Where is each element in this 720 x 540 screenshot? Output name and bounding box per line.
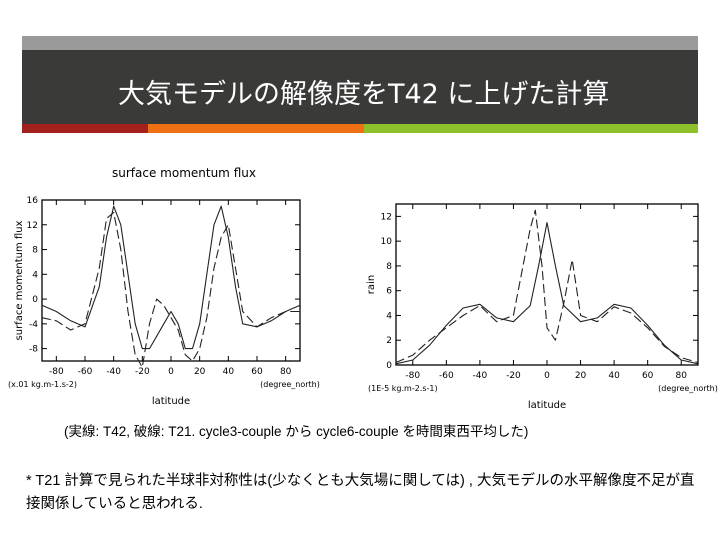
accent-stripe-red: [22, 124, 148, 133]
title-bar: [22, 50, 698, 124]
x-tick-label: 80: [675, 371, 687, 381]
y-axis-label: surface momentum flux: [14, 220, 25, 340]
figure-caption: (実線: T42, 破線: T21. cycle3-couple から cycl…: [64, 424, 529, 439]
x-tick-label: 40: [608, 371, 620, 381]
x-tick-label: 60: [251, 367, 263, 377]
solid-series-line: [395, 222, 699, 365]
chart-title: surface momentum flux: [112, 166, 256, 180]
dashed-series-line: [395, 209, 699, 364]
top-gray-bar: [22, 36, 698, 50]
y-tick-label: 12: [381, 212, 392, 222]
y-tick-label: 6: [386, 287, 392, 297]
dashed-series-line: [41, 211, 300, 368]
plot-frame: [41, 199, 301, 362]
x-tick-label: -60: [78, 367, 93, 377]
y-tick-label: 0: [32, 295, 38, 305]
x-tick-label: 40: [223, 367, 235, 377]
y-axis-unit: (x.01 kg.m-1.s-2): [8, 380, 77, 389]
slide-title: 大気モデルの解像度をT42 に上げた計算: [118, 79, 610, 110]
x-axis-unit: (degree_north): [658, 384, 718, 393]
plot-frame: [395, 203, 699, 366]
x-tick-label: -80: [405, 371, 420, 381]
x-tick-label: -20: [135, 367, 150, 377]
accent-stripe-green: [364, 124, 698, 133]
accent-stripe-orange: [148, 124, 364, 133]
x-tick-label: 0: [168, 367, 174, 377]
footnote: * T21 計算で見られた半球非対称性は(少なくとも大気場に関しては) , 大気…: [26, 473, 695, 512]
y-tick-label: 10: [381, 237, 393, 247]
x-tick-label: 0: [544, 371, 550, 381]
x-tick-label: 80: [280, 367, 292, 377]
y-tick-label: 0: [386, 361, 392, 371]
y-tick-label: 4: [32, 270, 38, 280]
y-tick-label: 2: [386, 336, 392, 346]
solid-series-line: [41, 205, 301, 350]
x-tick-label: -20: [506, 371, 521, 381]
x-tick-label: -80: [49, 367, 64, 377]
y-axis-unit: (1E-5 kg.m-2.s-1): [368, 384, 438, 393]
x-tick-label: -40: [106, 367, 121, 377]
x-tick-label: -60: [439, 371, 454, 381]
y-tick-label: 8: [32, 246, 38, 256]
y-tick-label: 4: [386, 311, 392, 321]
y-tick-label: 12: [27, 221, 38, 231]
rain-chart: -80 -60 -40 -20 0 20 40 60 80 0 2 4 6 8 10 12 latitude (d…: [366, 203, 718, 411]
momentum-flux-chart: surface momentum flux-80 -60 -40 -20 0 20 40 60…: [8, 166, 320, 407]
x-axis-label: latitude: [152, 396, 190, 407]
y-tick-label: 16: [27, 196, 39, 206]
y-axis-label: rain: [366, 275, 377, 294]
x-axis-label: latitude: [528, 400, 566, 411]
x-axis-unit: (degree_north): [260, 380, 320, 389]
x-tick-label: -40: [473, 371, 488, 381]
x-tick-label: 20: [194, 367, 206, 377]
x-tick-label: 60: [642, 371, 654, 381]
x-tick-label: 20: [575, 371, 587, 381]
y-tick-label: -4: [29, 320, 38, 330]
y-tick-label: -8: [29, 345, 38, 355]
y-tick-label: 8: [386, 262, 392, 272]
